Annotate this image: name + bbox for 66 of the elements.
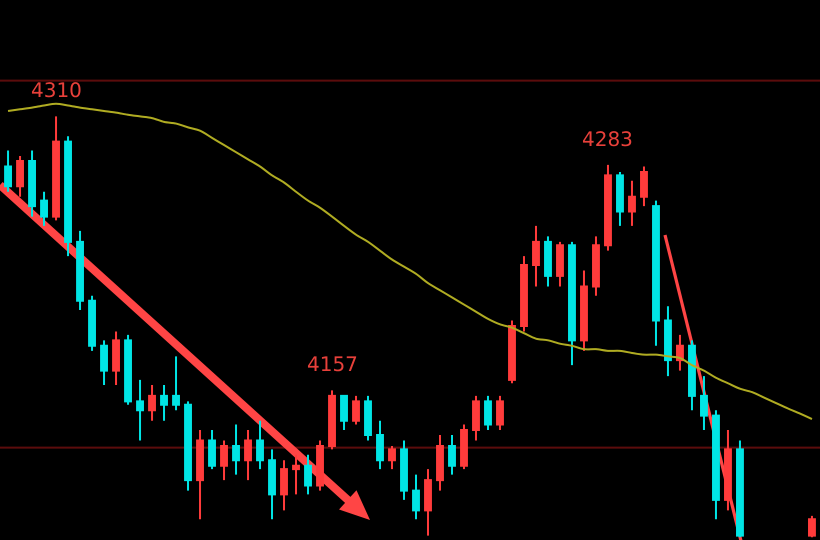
candlestick	[256, 420, 264, 470]
candlestick	[196, 428, 204, 520]
candlestick	[328, 389, 336, 450]
candlestick	[688, 339, 696, 412]
candlestick	[616, 170, 624, 227]
candlestick	[700, 375, 708, 431]
candlestick	[520, 255, 528, 332]
candlestick	[184, 400, 192, 492]
candlestick	[364, 394, 372, 442]
candlestick	[736, 440, 744, 538]
candlestick	[472, 394, 480, 442]
candlestick	[712, 409, 720, 520]
candlestick	[580, 269, 588, 352]
candlestick	[664, 305, 672, 378]
candlestick	[292, 454, 300, 496]
candlestick	[208, 428, 216, 470]
candlestick	[400, 440, 408, 501]
candlestick	[484, 394, 492, 431]
candlestick	[340, 394, 348, 431]
candlestick	[148, 384, 156, 422]
candlestick	[88, 294, 96, 352]
candlestick	[172, 355, 180, 412]
candlestick	[16, 154, 24, 198]
candlestick	[316, 440, 324, 492]
annotation: 4157	[307, 352, 358, 376]
candlestick	[76, 230, 84, 312]
candlestick	[64, 135, 72, 258]
candlestick	[640, 166, 648, 208]
candlestick	[52, 115, 60, 222]
candlestick	[496, 394, 504, 431]
candlestick	[268, 448, 276, 520]
candlestick	[556, 240, 564, 288]
candlestick	[424, 468, 432, 537]
candlestick	[280, 459, 288, 512]
candlestick	[448, 434, 456, 476]
candlestick	[724, 428, 732, 512]
candlestick	[568, 240, 576, 366]
candlestick	[544, 235, 552, 288]
candlestick	[592, 235, 600, 297]
annotation: 4310	[31, 78, 82, 102]
candlestick	[628, 180, 636, 227]
candlestick	[136, 378, 144, 442]
candlestick	[124, 334, 132, 406]
candlestick	[112, 330, 120, 386]
candlestick	[220, 440, 228, 482]
candlestick	[232, 424, 240, 476]
candlestick	[604, 164, 612, 252]
candlestick	[304, 454, 312, 496]
candlestick	[100, 339, 108, 386]
candlestick	[40, 190, 48, 227]
candlestick	[412, 474, 420, 520]
candlestick	[352, 394, 360, 426]
candlestick	[652, 200, 660, 347]
candlestick	[244, 428, 252, 482]
candlestick	[808, 514, 816, 538]
candlestick	[28, 150, 36, 218]
candlestick	[508, 320, 516, 384]
candlestick	[460, 424, 468, 470]
candlestick	[4, 150, 12, 193]
candlestick	[676, 334, 684, 372]
annotation: 4283	[582, 127, 633, 151]
candlestick	[160, 384, 168, 422]
candlestick	[436, 434, 444, 492]
candlestick	[388, 444, 396, 470]
candlestick	[376, 420, 384, 470]
candlestick	[532, 224, 540, 288]
